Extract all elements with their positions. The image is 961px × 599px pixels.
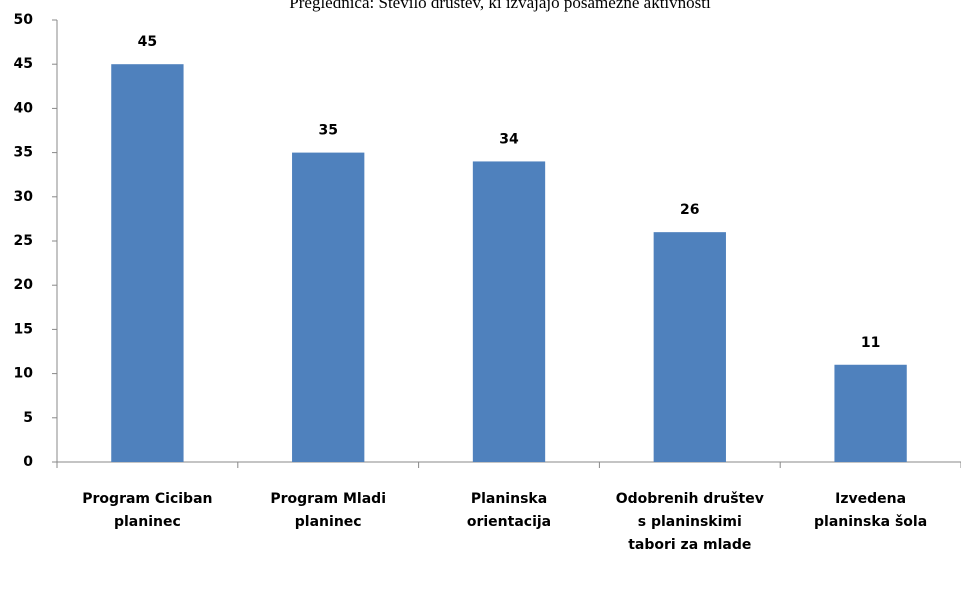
data-label: 11 (861, 335, 880, 351)
data-label: 35 (318, 123, 337, 139)
x-tick-label: Planinska orientacija (466, 491, 552, 530)
bar (653, 232, 726, 462)
y-tick-label: 15 (14, 321, 33, 337)
x-tick-label: Odobrenih društev s planinskimi tabori z… (615, 491, 764, 553)
y-tick-label: 45 (14, 56, 33, 72)
x-tick-label: Program Ciciban planinec (82, 491, 213, 530)
y-tick-label: 20 (14, 277, 34, 293)
x-tick-label: Izvedena planinska šola (814, 491, 928, 530)
x-tick-label: Program Mladi planinec (270, 491, 386, 530)
data-label: 34 (499, 131, 519, 147)
data-label: 45 (138, 34, 157, 50)
y-tick-label: 40 (14, 100, 34, 116)
data-label: 26 (680, 202, 699, 218)
y-tick-label: 50 (14, 12, 34, 28)
bar (292, 152, 365, 462)
bar (834, 364, 907, 462)
y-tick-label: 5 (23, 410, 33, 426)
y-tick-label: 25 (14, 233, 33, 249)
y-tick-label: 35 (14, 145, 33, 161)
y-tick-label: 10 (14, 366, 34, 382)
bar (472, 161, 546, 462)
y-tick-label: 30 (14, 189, 34, 205)
chart-title: Preglednica: Število društev, ki izvajaj… (289, 0, 711, 12)
y-tick-label: 0 (23, 454, 33, 470)
bar (111, 64, 184, 462)
